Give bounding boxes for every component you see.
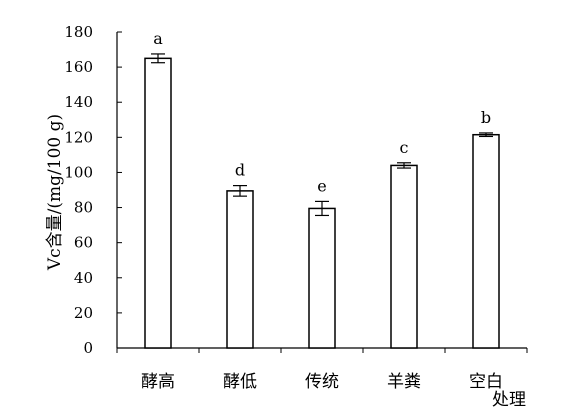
- x-tick-label: 传统: [305, 372, 339, 392]
- y-axis: 0 20 40 60 80 100 120 140 160 180: [64, 23, 122, 357]
- x-tick-label: 羊粪: [387, 372, 421, 392]
- y-tick-label: 160: [64, 58, 93, 76]
- y-tick-label: 60: [74, 234, 93, 252]
- significance-letter: c: [400, 138, 409, 157]
- y-tick-label: 140: [64, 93, 93, 111]
- bar: [472, 133, 500, 349]
- bars: a d e c b: [144, 29, 500, 349]
- y-tick-label: 120: [64, 128, 93, 146]
- bar: [226, 190, 254, 349]
- bar: [144, 57, 172, 349]
- x-axis-label: 处理: [492, 390, 526, 410]
- y-tick-label: 20: [74, 304, 93, 322]
- bar: [390, 164, 418, 349]
- x-tick-label: 酵低: [223, 372, 257, 392]
- y-axis-label: Vc含量/(mg/100 g): [45, 114, 65, 271]
- y-tick-label: 180: [64, 23, 93, 41]
- significance-letter: e: [317, 176, 326, 195]
- significance-letter: a: [153, 29, 163, 48]
- y-tick-label: 80: [74, 199, 93, 217]
- y-tick-label: 40: [74, 269, 93, 287]
- significance-letter: d: [235, 161, 245, 180]
- y-tick-label: 100: [64, 163, 93, 181]
- x-axis: 酵高 酵低 传统 羊粪 空白: [116, 347, 528, 392]
- bar: [308, 207, 336, 349]
- x-tick-label: 空白: [469, 372, 503, 392]
- significance-letter: b: [481, 108, 491, 127]
- y-tick-label: 0: [83, 339, 93, 357]
- x-tick-label: 酵高: [141, 372, 175, 392]
